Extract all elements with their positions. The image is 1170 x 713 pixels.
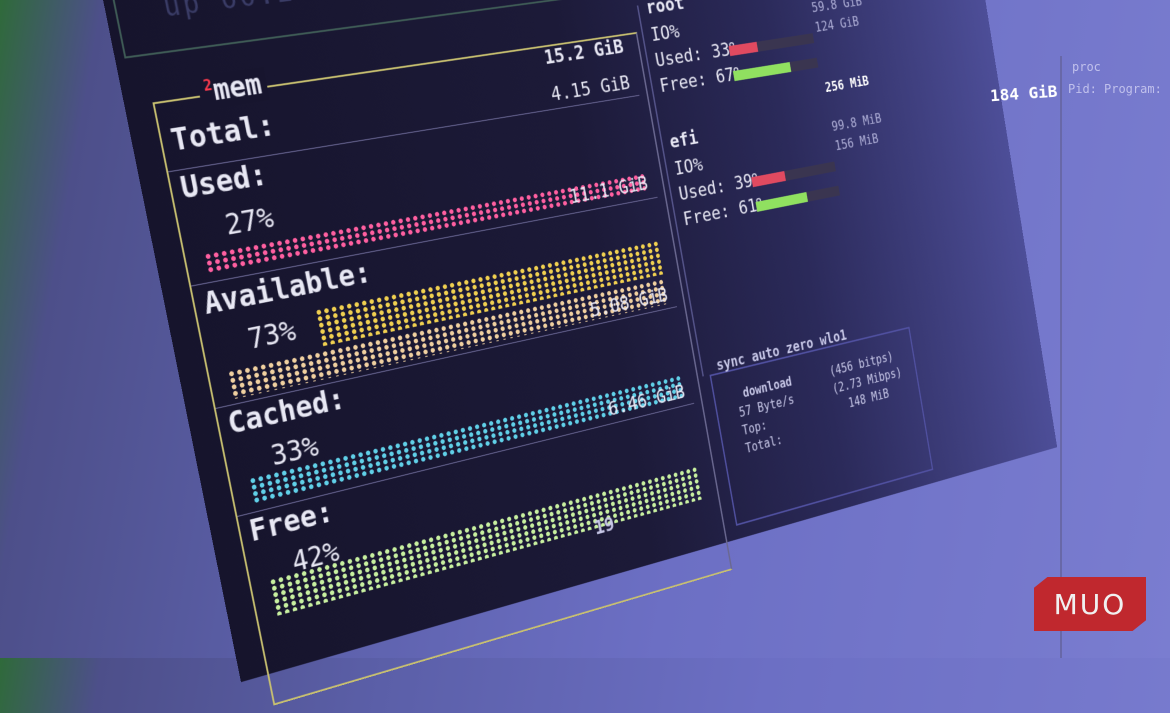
used-label: Used: [177,155,271,207]
efi-name: efi [668,127,700,154]
mem-title-text: mem [210,67,265,108]
program-header[interactable]: Program: [1104,82,1162,96]
available-value: 11.1 GiB [567,172,650,209]
pid-header[interactable]: Pid: [1068,82,1097,96]
uptime: up 00:29:06 [160,0,369,24]
total-label: Total: [167,106,278,159]
root-size: 184 GiB [989,81,1059,106]
root-free-bar [732,57,819,82]
proc-title[interactable]: proc [1072,60,1101,74]
btop-terminal: up 00:29:06 2mem Total: 15.2 GiB Used: 4… [95,0,1058,706]
mem-panel: 2mem Total: 15.2 GiB Used: 4.15 GiB 27% … [152,31,733,706]
efi-size: 256 MiB [823,72,870,96]
root-free-value: 124 GiB [813,13,860,36]
total-value: 15.2 GiB [542,35,626,70]
efi-used-bar [751,161,836,188]
root-io: IO% [649,20,682,47]
used-value: 4.15 GiB [549,72,632,107]
efi-free-bar [755,185,840,212]
root-used-bar [728,33,815,57]
available-pct: 73% [245,314,299,357]
proc-panel: proc Pid: Program: [1060,56,1170,658]
mem-title[interactable]: 2mem [195,67,270,110]
net-panel: sync auto zero wlo1 download (456 bitps)… [709,326,934,526]
efi-free-value: 156 MiB [833,130,880,154]
root-name: root [644,0,686,19]
used-pct: 27% [222,201,277,243]
efi-io: IO% [672,154,705,181]
logo-text: MUO [1053,587,1127,621]
muo-logo: MUO [1034,577,1146,631]
